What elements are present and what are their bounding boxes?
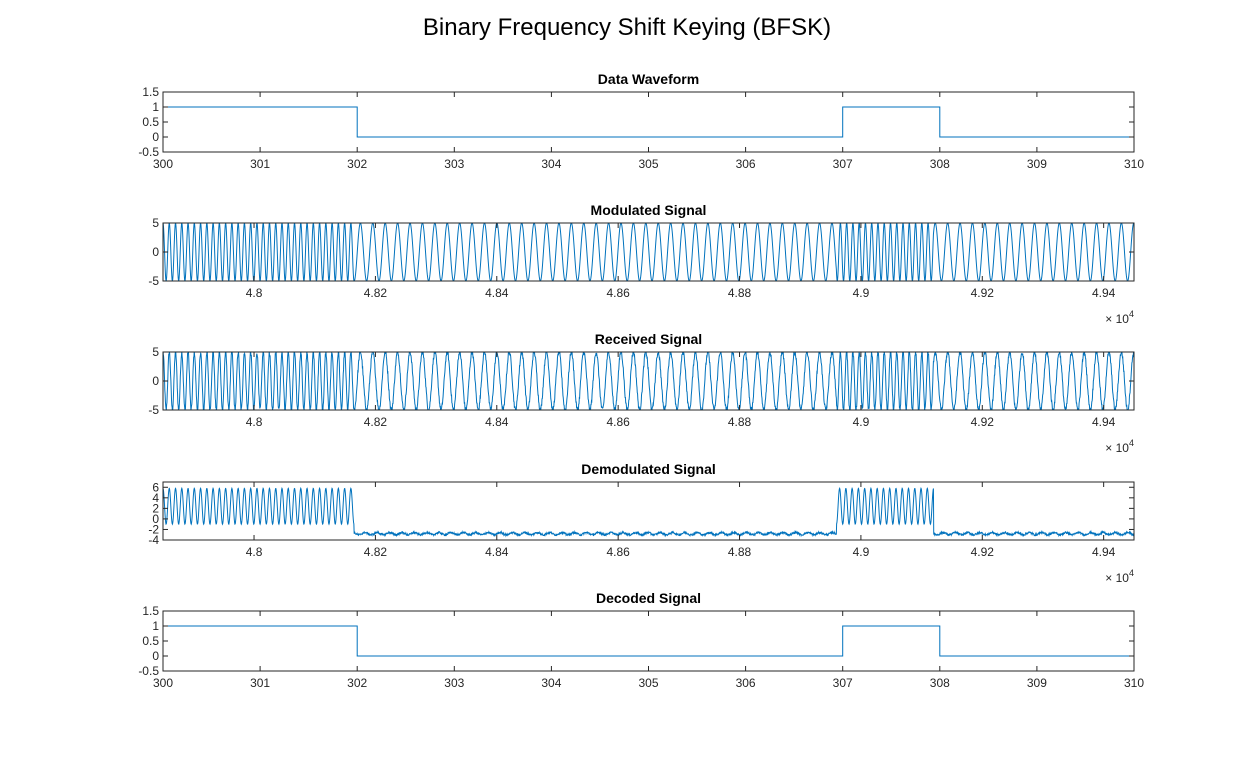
y-tick-label-dec: 0 <box>152 649 159 663</box>
y-tick-label-demod: 6 <box>152 480 159 494</box>
y-tick-label-data: 0 <box>152 130 159 144</box>
y-tick-label-dec: 1 <box>152 619 159 633</box>
x-tick-label-rx: 4.88 <box>728 415 752 429</box>
x-tick-label-demod: 4.9 <box>853 545 870 559</box>
y-tick-label-rx: 5 <box>152 345 159 359</box>
y-tick-label-demod: 0 <box>152 512 159 526</box>
y-tick-label-demod: -4 <box>148 533 159 547</box>
x-tick-label-demod: 4.86 <box>606 545 630 559</box>
y-tick-label-dec: 0.5 <box>142 634 159 648</box>
x-tick-label-mod: 4.94 <box>1092 286 1116 300</box>
x-tick-label-demod: 4.94 <box>1092 545 1116 559</box>
x-tick-label-mod: 4.92 <box>971 286 995 300</box>
x-tick-label-mod: 4.86 <box>606 286 630 300</box>
series-line-dec <box>163 625 1134 657</box>
y-tick-label-demod: 4 <box>152 491 159 505</box>
x-tick-label-demod: 4.84 <box>485 545 509 559</box>
x-exponent-label-rx: × 104 <box>1105 438 1134 455</box>
x-tick-label-data: 308 <box>930 157 950 171</box>
x-tick-label-data: 303 <box>444 157 464 171</box>
y-tick-label-dec: 1.5 <box>142 604 159 618</box>
x-tick-label-dec: 309 <box>1027 676 1047 690</box>
y-tick-label-rx: 0 <box>152 374 159 388</box>
x-tick-label-mod: 4.82 <box>364 286 388 300</box>
x-tick-label-rx: 4.8 <box>246 415 263 429</box>
series-line-mod <box>163 223 1134 281</box>
subplot-title-dec: Decoded Signal <box>596 590 701 606</box>
y-tick-label-mod: 5 <box>152 216 159 230</box>
y-tick-label-data: -0.5 <box>138 145 159 159</box>
x-tick-label-rx: 4.86 <box>606 415 630 429</box>
x-tick-label-data: 306 <box>736 157 756 171</box>
x-tick-label-rx: 4.84 <box>485 415 509 429</box>
x-tick-label-mod: 4.88 <box>728 286 752 300</box>
subplot-mod: Modulated Signal 4.8 4.82 4.84 4.86 4.88 4.9 4.… <box>148 202 1135 326</box>
y-tick-label-dec: -0.5 <box>138 664 159 678</box>
x-tick-label-data: 310 <box>1124 157 1144 171</box>
subplot-title-data: Data Waveform <box>598 71 699 87</box>
x-tick-label-mod: 4.9 <box>853 286 870 300</box>
x-tick-label-data: 302 <box>347 157 367 171</box>
subplot-demod: Demodulated Signal 4.8 4.82 4.84 4.86 4.88 4.9… <box>148 461 1135 585</box>
x-tick-label-rx: 4.9 <box>853 415 870 429</box>
x-tick-label-dec: 308 <box>930 676 950 690</box>
x-tick-label-dec: 304 <box>541 676 561 690</box>
subplot-rx: Received Signal 4.8 4.82 4.84 4.86 4.88 4.9 4.9… <box>148 331 1135 455</box>
series-line-demod <box>163 486 1134 538</box>
x-exponent-label-demod: × 104 <box>1105 568 1134 585</box>
y-tick-label-demod: 2 <box>152 501 159 515</box>
subplot-data: Data Waveform 300 301 302 303 304 305 306 307 308… <box>138 71 1144 171</box>
subplot-dec: Decoded Signal 300 301 302 303 304 305 306 307 30… <box>138 590 1144 690</box>
x-tick-label-rx: 4.92 <box>971 415 995 429</box>
y-tick-label-rx: -5 <box>148 403 159 417</box>
x-tick-label-demod: 4.8 <box>246 545 263 559</box>
y-tick-label-data: 1 <box>152 100 159 114</box>
y-tick-label-data: 0.5 <box>142 115 159 129</box>
x-tick-label-dec: 306 <box>736 676 756 690</box>
subplot-title-demod: Demodulated Signal <box>581 461 716 477</box>
x-tick-label-dec: 301 <box>250 676 270 690</box>
x-tick-label-data: 301 <box>250 157 270 171</box>
subplot-title-mod: Modulated Signal <box>591 202 707 218</box>
x-tick-label-dec: 310 <box>1124 676 1144 690</box>
x-exponent-label-mod: × 104 <box>1105 309 1134 326</box>
subplot-title-rx: Received Signal <box>595 331 702 347</box>
x-tick-label-dec: 307 <box>833 676 853 690</box>
series-line-data <box>163 106 1134 138</box>
x-tick-label-rx: 4.94 <box>1092 415 1116 429</box>
y-tick-label-data: 1.5 <box>142 85 159 99</box>
y-tick-label-mod: -5 <box>148 274 159 288</box>
x-tick-label-dec: 302 <box>347 676 367 690</box>
x-tick-label-mod: 4.84 <box>485 286 509 300</box>
x-tick-label-demod: 4.88 <box>728 545 752 559</box>
x-tick-label-data: 304 <box>541 157 561 171</box>
x-tick-label-dec: 300 <box>153 676 173 690</box>
x-tick-label-demod: 4.92 <box>971 545 995 559</box>
axes-box-demod <box>162 481 1135 541</box>
x-tick-label-mod: 4.8 <box>246 286 263 300</box>
x-tick-label-data: 305 <box>638 157 658 171</box>
y-tick-label-demod: -2 <box>148 522 159 536</box>
x-tick-label-data: 300 <box>153 157 173 171</box>
x-tick-label-data: 307 <box>833 157 853 171</box>
x-tick-label-demod: 4.82 <box>364 545 388 559</box>
x-tick-label-dec: 303 <box>444 676 464 690</box>
x-tick-label-rx: 4.82 <box>364 415 388 429</box>
figure-title: Binary Frequency Shift Keying (BFSK) <box>422 14 832 41</box>
y-tick-label-mod: 0 <box>152 245 159 259</box>
x-tick-label-dec: 305 <box>638 676 658 690</box>
axes-box-dec <box>162 610 1135 672</box>
axes-box-data <box>162 91 1135 153</box>
x-tick-label-data: 309 <box>1027 157 1047 171</box>
series-line-rx <box>163 352 1134 410</box>
